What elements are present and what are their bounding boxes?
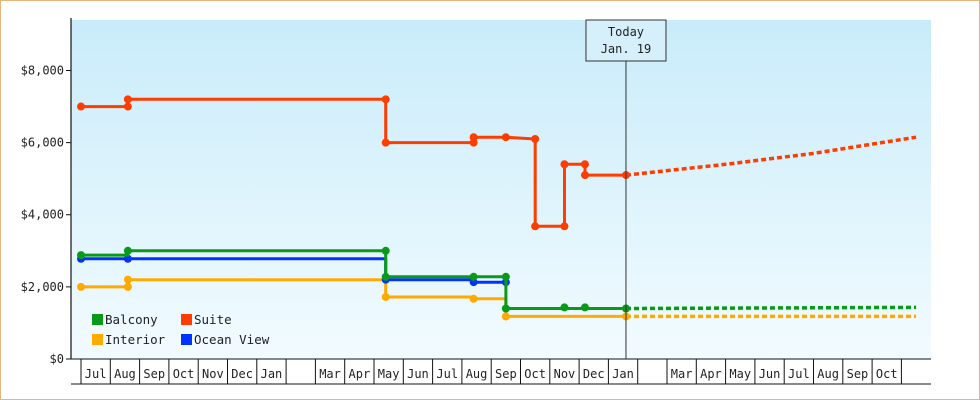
x-tick-label: Aug	[817, 367, 839, 381]
data-point-suite	[77, 102, 85, 111]
data-point-balcony	[501, 272, 510, 281]
data-point-ocean-view	[123, 254, 132, 263]
legend-swatch-interior	[92, 334, 103, 345]
x-tick-label: Jul	[788, 367, 810, 381]
data-point-suite	[381, 138, 390, 147]
y-tick-label: $2,000	[21, 280, 64, 294]
x-tick-label: Jul	[436, 367, 458, 381]
forecast-line-balcony	[625, 305, 917, 311]
x-tick-label: Sep	[143, 367, 165, 381]
data-point-suite	[531, 135, 540, 144]
data-point-balcony	[381, 272, 390, 281]
x-tick-label: Oct	[173, 367, 195, 381]
x-tick-label: Apr	[349, 367, 371, 381]
data-point-suite	[469, 133, 478, 142]
x-tick-label: May	[729, 367, 751, 381]
x-tick-label: Jun	[407, 367, 429, 381]
data-point-balcony	[77, 251, 85, 260]
legend-swatch-ocean-view	[181, 334, 192, 345]
x-tick-label: Jun	[759, 367, 781, 381]
x-tick-label: Dec	[583, 367, 605, 381]
data-point-balcony	[580, 303, 589, 312]
data-point-interior	[469, 294, 478, 303]
data-point-balcony	[469, 272, 478, 281]
x-tick-label: Mar	[319, 367, 341, 381]
legend-label-balcony: Balcony	[105, 312, 158, 327]
x-tick-label: Aug	[466, 367, 488, 381]
legend-label-ocean-view: Ocean View	[194, 332, 270, 347]
y-tick-label: $0	[50, 352, 64, 366]
data-point-suite	[123, 102, 132, 111]
data-point-interior	[123, 282, 132, 291]
data-point-suite	[381, 95, 390, 104]
data-point-suite	[580, 171, 589, 180]
x-tick-label: Jan	[261, 367, 283, 381]
x-tick-label: Jul	[85, 367, 107, 381]
data-point-suite	[560, 160, 569, 169]
x-tick-label: Apr	[700, 367, 722, 381]
x-tick-label: Oct	[876, 367, 898, 381]
data-point-interior	[123, 275, 132, 284]
y-tick-label: $4,000	[21, 208, 64, 222]
data-point-balcony	[123, 246, 132, 255]
today-box	[585, 19, 667, 62]
data-point-suite	[501, 133, 510, 142]
x-tick-label: Nov	[202, 367, 224, 381]
data-point-interior	[77, 282, 85, 291]
today-date: Jan. 19	[601, 42, 652, 56]
data-point-suite	[531, 222, 540, 231]
x-tick-label: May	[378, 367, 400, 381]
data-point-suite	[580, 160, 589, 169]
series-balcony	[77, 246, 917, 313]
series-suite	[77, 95, 917, 231]
data-point-suite	[123, 95, 132, 104]
forecast-line-suite	[625, 135, 917, 177]
x-tick-label: Mar	[671, 367, 693, 381]
legend-label-suite: Suite	[194, 312, 232, 327]
x-tick-label: Jan	[612, 367, 634, 381]
data-point-interior	[381, 292, 390, 301]
data-point-balcony	[501, 304, 510, 313]
x-tick-label: Dec	[231, 367, 253, 381]
x-tick-label: Sep	[847, 367, 869, 381]
y-tick-label: $8,000	[21, 63, 64, 77]
plot-area	[71, 20, 931, 359]
x-tick-label: Nov	[554, 367, 576, 381]
legend-swatch-suite	[181, 314, 192, 325]
data-point-interior	[501, 312, 510, 321]
today-label: Today	[608, 25, 644, 39]
data-point-balcony	[560, 303, 569, 312]
legend-swatch-balcony	[92, 314, 103, 325]
y-tick-label: $6,000	[21, 136, 64, 150]
data-point-balcony	[381, 246, 390, 255]
x-tick-label: Oct	[524, 367, 546, 381]
data-point-suite	[560, 222, 569, 231]
legend-label-interior: Interior	[105, 332, 166, 347]
x-tick-label: Aug	[114, 367, 136, 381]
x-tick-label: Sep	[495, 367, 517, 381]
